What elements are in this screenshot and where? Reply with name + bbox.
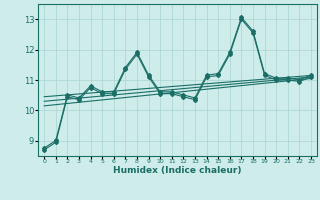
X-axis label: Humidex (Indice chaleur): Humidex (Indice chaleur)	[113, 166, 242, 175]
